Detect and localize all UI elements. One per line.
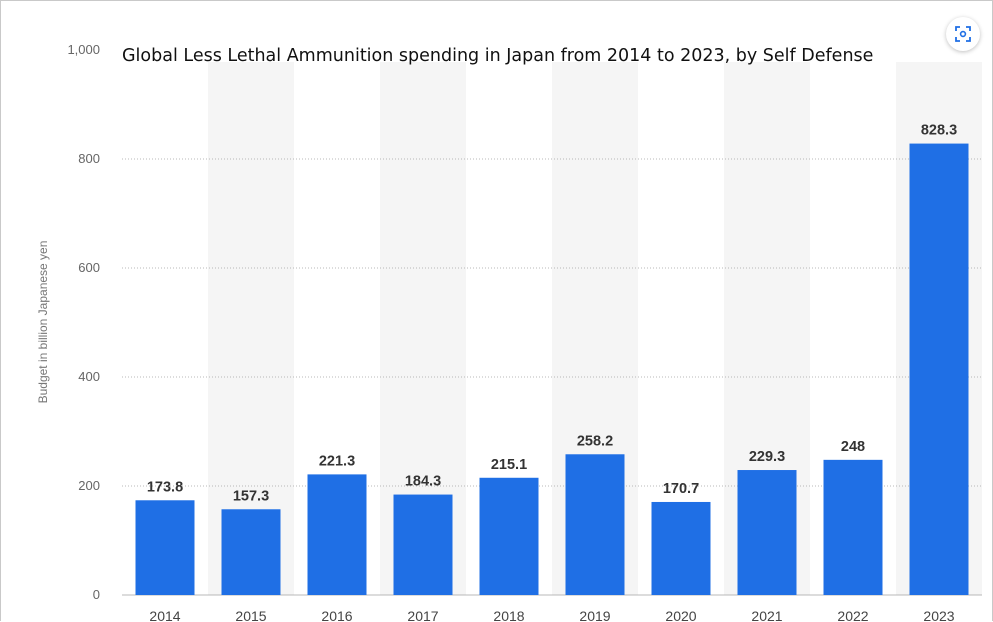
bar [135,500,195,595]
data-label: 170.7 [663,481,699,497]
data-labels: 173.8 157.3 221.3 184.3 215.1 258.2 170.7 229.3… [147,123,957,505]
bar [737,470,797,595]
x-tick-label: 2022 [837,608,868,622]
x-tick-label: 2019 [579,608,610,622]
data-label: 248 [841,439,865,455]
y-tick-label: 200 [78,478,100,493]
bar [393,494,453,595]
y-tick-label: 0 [93,587,100,602]
bar [221,509,281,595]
x-tick-label: 2016 [321,608,352,622]
data-label: 215.1 [491,457,527,473]
data-label: 184.3 [405,474,441,490]
x-tick-label: 2023 [923,608,954,622]
bar [909,143,969,595]
data-label: 828.3 [921,123,957,139]
data-label: 221.3 [319,453,355,469]
x-tick-label: 2021 [751,608,782,622]
x-tick-labels: 2014 2015 2016 2017 2018 2019 2020 2021 2022 2023 [149,608,954,622]
zoom-button[interactable] [946,17,980,51]
bar [823,459,883,595]
y-tick-label: 400 [78,369,100,384]
bar [651,501,711,595]
background-band [208,62,294,595]
bars [135,143,969,595]
bar [479,477,539,595]
y-axis-label: Budget in billion Japanese yen [36,241,50,404]
zoom-expand-icon [955,26,971,42]
x-tick-label: 2017 [407,608,438,622]
data-label: 173.8 [147,479,183,495]
bar [307,474,367,595]
x-tick-label: 2018 [493,608,524,622]
chart-title: Global Less Lethal Ammunition spending i… [122,46,873,66]
data-label: 258.2 [577,433,613,449]
x-tick-label: 2020 [665,608,696,622]
x-tick-label: 2014 [149,608,180,622]
x-tick-label: 2015 [235,608,266,622]
data-label: 157.3 [233,488,269,504]
data-label: 229.3 [749,449,785,465]
y-tick-labels: 0 200 400 600 800 1,000 [67,42,100,602]
y-tick-label: 800 [78,151,100,166]
y-tick-label: 600 [78,260,100,275]
y-tick-label: 1,000 [67,42,100,57]
bar [565,454,625,595]
